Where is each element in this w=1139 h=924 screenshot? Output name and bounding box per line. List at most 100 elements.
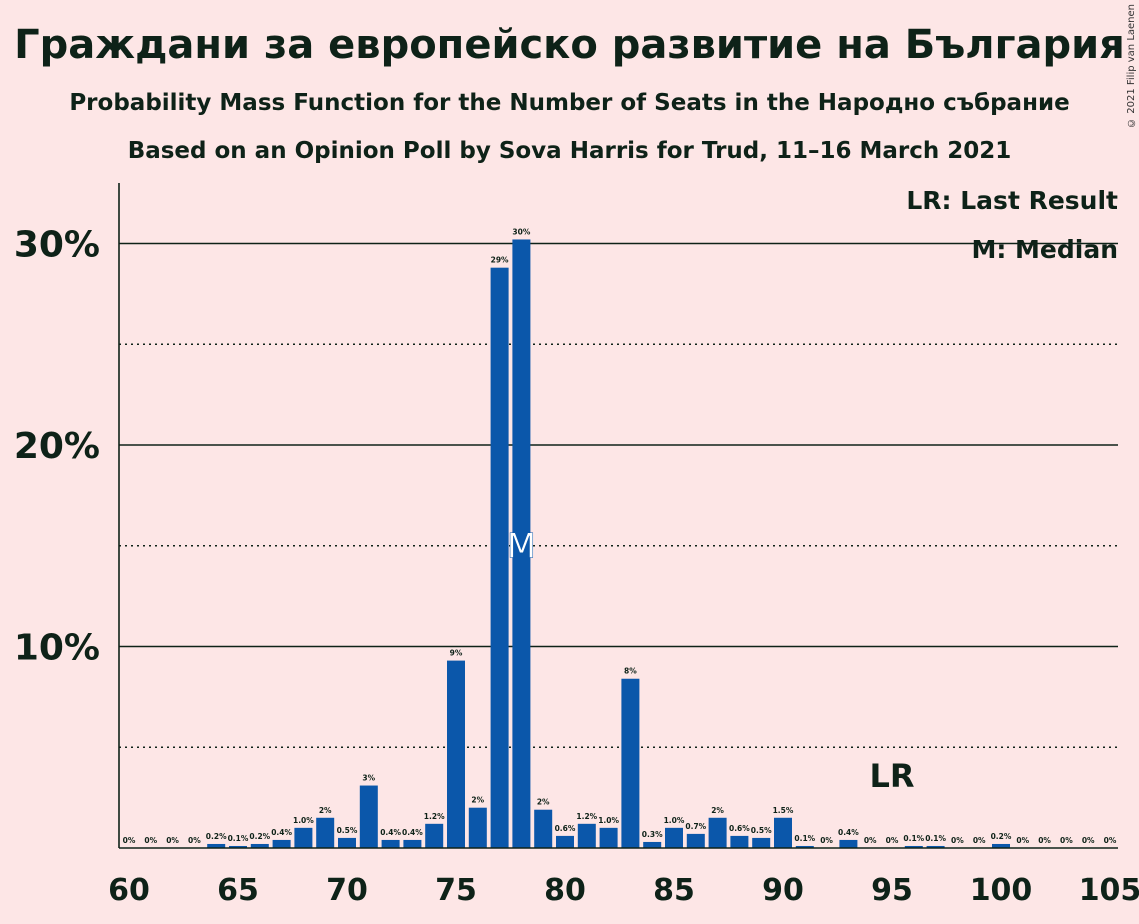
bar-76 [468,807,487,848]
bar-label-84: 0.3% [642,830,663,839]
bar-label-68: 1.0% [293,816,314,825]
bar-label-81: 1.2% [576,812,597,821]
bar-label-80: 0.6% [555,824,576,833]
bar-label-94: 0% [864,836,877,845]
bar-100 [992,843,1010,848]
bar-80 [556,835,574,848]
legend-last-result: LR: Last Result [906,186,1118,215]
bar-82 [599,827,618,848]
y-tick-label-10: 10% [14,628,100,669]
bar-label-64: 0.2% [206,832,227,841]
bar-label-91: 0.1% [794,834,815,843]
y-tick-label-30: 30% [14,225,100,266]
bar-91 [795,845,814,848]
bar-label-66: 0.2% [249,832,270,841]
bar-label-76: 2% [471,796,484,805]
bar-78 [512,239,531,849]
bar-72 [381,839,400,848]
bar-67 [272,839,291,848]
x-tick-label-95: 95 [871,873,913,908]
bar-label-72: 0.4% [380,828,401,837]
bar-97 [926,845,945,848]
bar-label-92: 0% [820,836,833,845]
bar-label-73: 0.4% [402,828,423,837]
x-tick-label-90: 90 [762,873,804,908]
bar-79 [534,809,553,848]
bar-label-98: 0% [951,836,964,845]
bar-label-71: 3% [362,774,375,783]
bar-label-85: 1.0% [664,816,685,825]
chart-title: Граждани за европейско развитие на Бълга… [14,22,1125,68]
bar-labels-group: 0% 0% 0% 0% 0.2% 0.1% 0.2% 0.4%1.0%2%0.5%3%0.4%… [123,227,1117,845]
x-tick-label-70: 70 [326,873,368,908]
bar-69 [316,817,335,848]
bar-label-102: 0% [1038,836,1051,845]
x-tick-label-80: 80 [544,873,586,908]
median-marker: M [507,527,536,567]
bar-label-104: 0% [1082,836,1095,845]
bar-70 [338,837,356,848]
bar-96 [904,845,923,848]
bar-90 [774,817,792,848]
axes: 10% 20% 30% 60 65 70 75 80 85 90 95 100 105 [14,183,1139,908]
bar-87 [708,817,727,848]
bar-label-103: 0% [1060,836,1073,845]
bar-73 [403,839,422,848]
bar-label-82: 1.0% [598,816,619,825]
bar-88 [730,835,749,848]
x-tick-label-65: 65 [217,873,259,908]
bar-label-95: 0% [886,836,899,845]
bar-label-70: 0.5% [337,826,358,835]
bar-label-93: 0.4% [838,828,859,837]
x-tick-label-100: 100 [970,873,1033,908]
y-tick-label-20: 20% [14,426,100,467]
bar-label-67: 0.4% [271,828,292,837]
bar-label-101: 0% [1016,836,1029,845]
bar-85 [665,827,683,848]
legend-median: M: Median [971,235,1118,264]
bar-label-63: 0% [188,836,201,845]
bar-label-60: 0% [123,836,136,845]
bar-label-86: 0.7% [685,822,706,831]
bar-label-88: 0.6% [729,824,750,833]
bar-label-65: 0.1% [228,834,249,843]
bar-label-62: 0% [166,836,179,845]
bar-label-69: 2% [319,806,332,815]
bar-75 [447,660,465,848]
last-result-marker: LR [869,757,914,795]
bar-label-79: 2% [537,798,550,807]
bar-label-105: 0% [1104,836,1117,845]
x-tick-label-75: 75 [435,873,477,908]
bar-66 [250,843,269,848]
bar-93 [839,839,858,848]
bar-84 [643,841,662,848]
bar-label-77: 29% [491,256,509,265]
bar-label-90: 1.5% [773,806,794,815]
x-tick-label-60: 60 [108,873,150,908]
x-tick-label-105: 105 [1079,873,1139,908]
bars-group [207,239,1010,849]
bar-label-89: 0.5% [751,826,772,835]
bar-label-99: 0% [973,836,986,845]
bar-64 [207,843,226,848]
bar-label-74: 1.2% [424,812,445,821]
bar-label-75: 9% [450,649,463,658]
bar-83 [621,678,640,848]
bar-89 [752,837,771,848]
bar-label-83: 8% [624,667,637,676]
x-tick-label-85: 85 [653,873,695,908]
bar-81 [577,823,596,848]
bar-label-87: 2% [711,806,724,815]
bar-label-96: 0.1% [903,834,924,843]
bar-label-61: 0% [144,836,157,845]
bar-74 [425,823,444,848]
chart-subtitle: Probability Mass Function for the Number… [69,90,1070,116]
chart-source-subtitle: Based on an Opinion Poll by Sova Harris … [127,138,1012,164]
bar-label-100: 0.2% [991,832,1012,841]
bar-label-97: 0.1% [925,834,946,843]
bar-71 [359,785,378,848]
bar-77 [490,267,509,848]
gridlines [119,242,1118,748]
bar-86 [686,833,705,848]
